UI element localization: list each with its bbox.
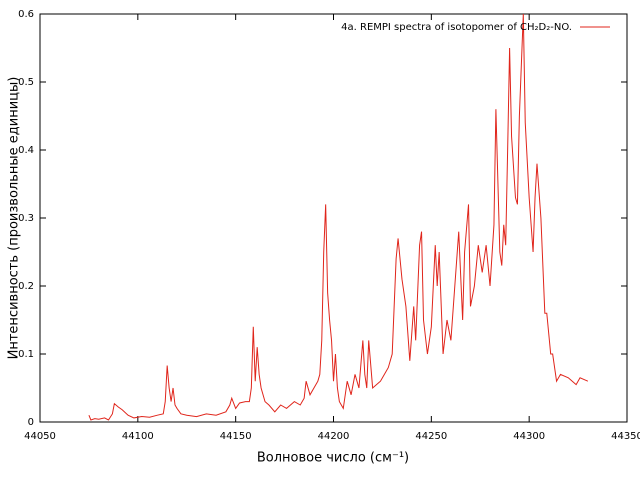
y-tick-label: 0.5 — [18, 77, 34, 88]
y-tick-label: 0 — [28, 417, 34, 428]
plot-border — [39, 13, 628, 423]
x-tick-label: 44200 — [318, 431, 350, 442]
x-tick-label: 44150 — [220, 431, 252, 442]
y-tick-label: 0.3 — [18, 213, 34, 224]
y-tick-label: 0.1 — [18, 349, 34, 360]
x-tick-label: 44050 — [24, 431, 56, 442]
x-tick-label: 44250 — [415, 431, 447, 442]
legend-label: 4a. REMPI spectra of isotopomer of CH₂D₂… — [341, 22, 572, 33]
y-tick-label: 0.4 — [18, 145, 34, 156]
y-tick-label: 0.6 — [18, 9, 34, 20]
y-axis-label: Интенсивность (произвольные единицы) — [7, 77, 22, 360]
x-tick-label: 44100 — [122, 431, 154, 442]
x-tick-label: 44350 — [611, 431, 640, 442]
y-tick-label: 0.2 — [18, 281, 34, 292]
x-tick-label: 44300 — [513, 431, 545, 442]
spectrum-line — [88, 13, 589, 421]
x-axis-label: Волновое число (см⁻¹) — [257, 451, 409, 466]
